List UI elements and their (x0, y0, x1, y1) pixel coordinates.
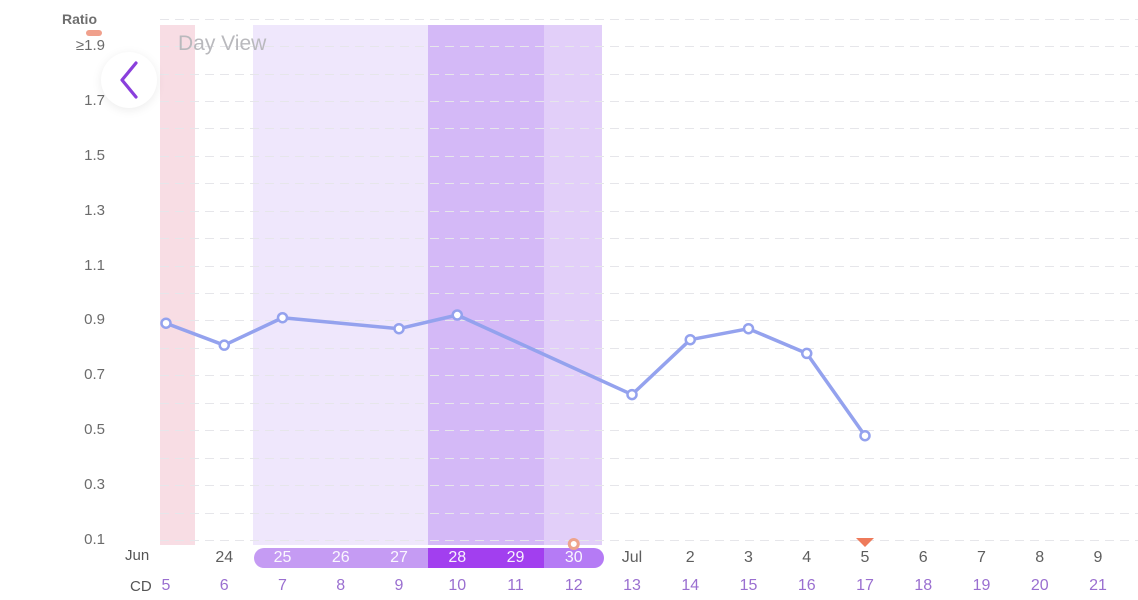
ratio-line (164, 313, 867, 438)
y-tick-label: ≥1.9 (75, 37, 105, 55)
date-label[interactable]: 5 (860, 549, 870, 566)
y-tick-label: 0.7 (84, 366, 105, 384)
cycle-day-label[interactable]: 9 (394, 577, 404, 594)
data-point[interactable] (859, 429, 871, 442)
date-row: Jun 24 25 26 27 28 29 30 Jul 2 3 4 5 6 7 8 9 (0, 546, 1138, 570)
band-fertile-window (253, 25, 428, 545)
date-label[interactable]: 4 (802, 549, 812, 566)
data-point[interactable] (801, 347, 813, 360)
data-point[interactable] (160, 317, 172, 329)
ovulation-marker-icon (567, 538, 580, 550)
fertility-pill-segment (254, 548, 428, 568)
date-label[interactable]: 24 (215, 549, 234, 566)
date-label[interactable]: 25 (273, 549, 292, 566)
fertility-pill-segment (428, 548, 544, 568)
view-mode-label: Day View (178, 32, 267, 55)
date-label[interactable]: 27 (390, 549, 408, 566)
y-tick-label: 0.5 (84, 421, 105, 439)
y-tick-label: 1.3 (84, 201, 105, 219)
cycle-day-label[interactable]: 12 (564, 577, 583, 594)
data-point[interactable] (393, 322, 405, 335)
band-peak-fertility (428, 25, 544, 545)
y-tick-label: 1.1 (84, 256, 105, 274)
date-label[interactable]: 2 (685, 549, 695, 566)
cycle-day-row: CD 5 6 7 8 9 10 11 12 13 14 15 16 17 18 19 20 21 (0, 574, 1138, 598)
cycle-day-label[interactable]: 18 (914, 577, 933, 594)
data-point[interactable] (451, 309, 463, 321)
pill-fill (264, 548, 274, 568)
y-tick-label: 0.3 (84, 476, 105, 494)
cycle-day-label[interactable]: 10 (448, 577, 467, 594)
cycle-day-label[interactable]: 15 (739, 577, 758, 594)
y-tick-label: 0.9 (84, 311, 105, 329)
back-button[interactable] (101, 52, 157, 108)
y-tick-label: 1.5 (84, 146, 105, 164)
cycle-day-label[interactable]: 5 (161, 577, 171, 594)
cycle-day-label[interactable]: 21 (1089, 577, 1107, 594)
data-point[interactable] (626, 388, 638, 401)
y-tick-label: 0.1 (84, 531, 105, 548)
y-axis-title: Ratio (62, 11, 97, 27)
cycle-day-label[interactable]: 11 (507, 577, 524, 594)
data-point[interactable] (276, 311, 289, 324)
cycle-day-label[interactable]: 7 (278, 577, 287, 594)
y-tick-label: 1.7 (84, 91, 105, 109)
date-label[interactable]: Jul (621, 549, 643, 566)
month-label: Jun (125, 547, 150, 564)
date-label[interactable]: 30 (564, 549, 583, 566)
date-label[interactable]: 8 (1035, 549, 1045, 566)
cycle-day-label[interactable]: 17 (856, 577, 874, 594)
cycle-day-label[interactable]: 13 (623, 577, 641, 594)
date-label[interactable]: 28 (448, 549, 467, 566)
band-period (160, 25, 195, 545)
date-label[interactable]: 29 (506, 549, 525, 566)
date-label[interactable]: 6 (918, 549, 928, 566)
cycle-day-label[interactable]: 6 (219, 577, 229, 594)
date-label[interactable]: 3 (744, 549, 753, 566)
cycle-day-label[interactable]: 20 (1030, 577, 1049, 594)
chevron-left-icon (120, 61, 138, 99)
cycle-day-label[interactable]: 16 (797, 577, 816, 594)
date-label[interactable]: 9 (1093, 549, 1103, 566)
cycle-day-label[interactable]: 19 (972, 577, 991, 594)
cycle-day-label[interactable]: 14 (681, 577, 700, 594)
cd-label: CD (130, 578, 152, 595)
data-point[interactable] (742, 322, 755, 335)
cycle-day-label[interactable]: 8 (336, 577, 346, 594)
band-fertile-late (544, 25, 602, 545)
pill-cap (584, 548, 604, 568)
ratio-legend-swatch (86, 30, 102, 36)
data-point[interactable] (218, 339, 230, 351)
data-point[interactable] (684, 333, 696, 346)
date-label[interactable]: 7 (977, 549, 986, 566)
date-label[interactable]: 26 (331, 549, 350, 566)
today-triangle-icon (856, 538, 874, 547)
